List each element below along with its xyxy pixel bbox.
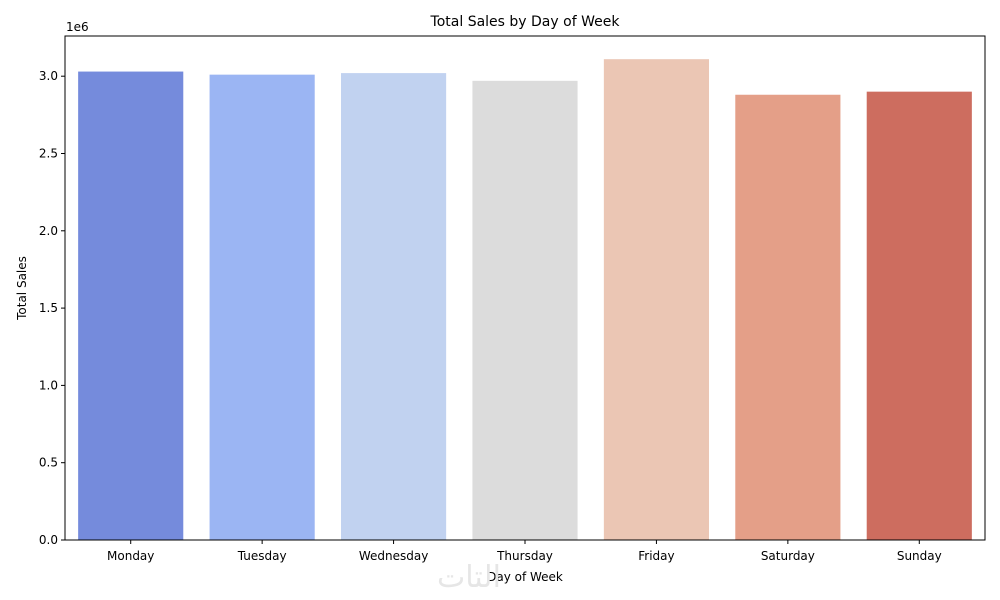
x-tick-label: Tuesday [237,549,287,563]
bar-tuesday [209,74,315,541]
chart-title: Total Sales by Day of Week [430,14,621,30]
x-tick-label: Thursday [496,549,553,563]
y-tick-label: 3.0 [39,69,58,83]
bars-group [78,59,972,541]
x-tick-label: Friday [638,549,674,563]
bar-thursday [472,80,578,541]
x-ticks-group: Monday Tuesday Wednesday Thursday Friday Satu… [107,540,942,563]
y-tick-label: 2.5 [39,146,58,160]
bar-saturday [735,94,841,540]
y-tick-label: 2.0 [39,224,58,238]
y-tick-label: 1.5 [39,301,58,315]
x-axis-label: Day of Week [487,570,563,584]
bar-monday [78,71,184,540]
y-tick-label: 1.0 [39,378,58,392]
watermark-logo: التات [437,560,501,595]
bar-wednesday [341,73,447,540]
y-tick-label: 0.0 [39,533,58,547]
x-tick-label: Monday [107,549,154,563]
x-tick-label: Saturday [761,549,815,563]
x-tick-label: Sunday [897,549,942,563]
y-tick-label: 0.5 [39,456,58,470]
bar-sunday [866,91,972,541]
x-tick-label: Wednesday [359,549,428,563]
y-axis-label: Total Sales [15,256,29,321]
y-ticks-group: 0.0 0.5 1.0 1.5 2.0 2.5 3.0 [39,69,65,547]
plot-frame [64,35,986,541]
bar-friday [603,59,709,540]
y-offset-label: 1e6 [66,20,89,34]
